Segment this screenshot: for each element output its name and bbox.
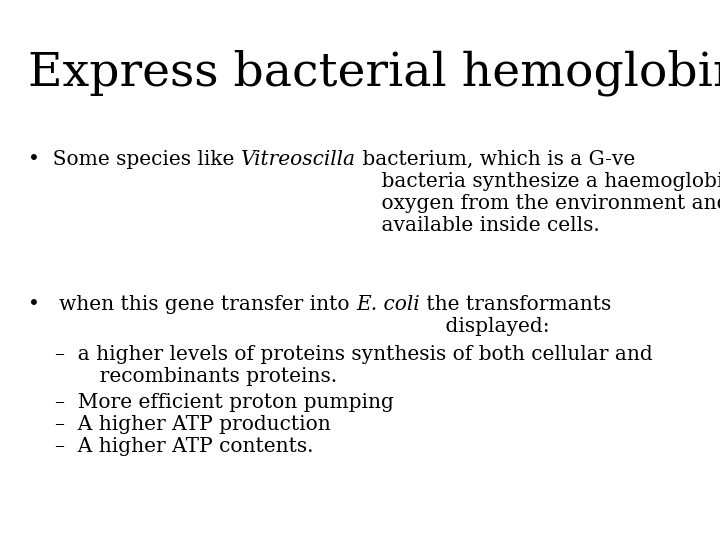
Text: E. coli: E. coli [356, 295, 420, 314]
Text: bacterium, which is a G-ve
    bacteria synthesize a haemoglobin like molecules : bacterium, which is a G-ve bacteria synt… [356, 150, 720, 235]
Text: recombinants proteins.: recombinants proteins. [55, 367, 337, 386]
Text: –  A higher ATP production: – A higher ATP production [55, 415, 330, 434]
Text: –  More efficient proton pumping: – More efficient proton pumping [55, 393, 394, 412]
Text: •  Some species like: • Some species like [28, 150, 240, 169]
Text: Vitreoscilla: Vitreoscilla [240, 150, 356, 169]
Text: Express bacterial hemoglobin in: Express bacterial hemoglobin in [28, 50, 720, 97]
Text: •   when this gene transfer into: • when this gene transfer into [28, 295, 356, 314]
Text: the transformants
    displayed:: the transformants displayed: [420, 295, 611, 336]
Text: –  a higher levels of proteins synthesis of both cellular and: – a higher levels of proteins synthesis … [55, 345, 653, 364]
Text: –  A higher ATP contents.: – A higher ATP contents. [55, 437, 313, 456]
